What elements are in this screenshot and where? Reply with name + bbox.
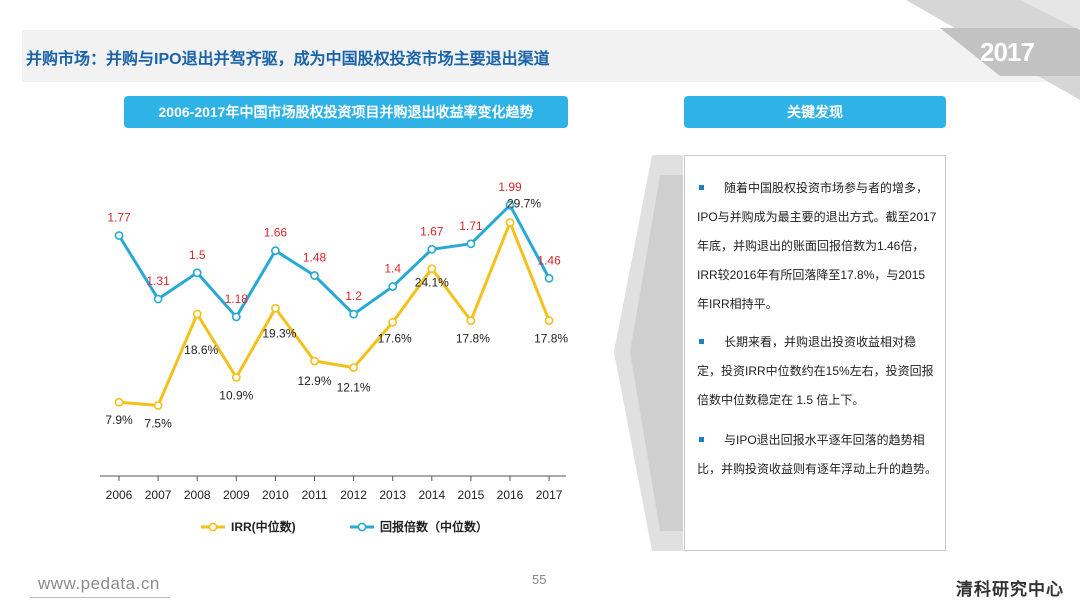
irr-data-point [427, 264, 437, 274]
line-chart: 2006 2007 2008 2009 2010 2011 2012 2013 2014 2015… [100, 180, 568, 534]
multiple-data-label: 1.18 [225, 292, 249, 306]
multiple-data-label: 1.2 [345, 289, 362, 303]
x-tick-label: 2015 [458, 488, 485, 502]
irr-data-point [388, 317, 398, 327]
irr-data-label: 12.1% [337, 381, 371, 395]
title-bar [0, 30, 1080, 82]
multiple-data-label: 1.31 [146, 274, 170, 288]
page-title: 并购市场：并购与IPO退出并驾齐驱，成为中国股权投资市场主要退出渠道 [26, 51, 550, 68]
x-tick-label: 2016 [497, 488, 524, 502]
irr-data-label: 29.7% [507, 197, 541, 211]
irr-data-label: 17.8% [534, 332, 568, 346]
irr-series-line [118, 221, 551, 407]
irr-data-point [270, 303, 280, 313]
multiple-data-label: 1.67 [420, 224, 444, 238]
x-tick-label: 2008 [184, 488, 211, 502]
irr-data-label: 7.9% [105, 413, 133, 427]
irr-data-point [505, 218, 515, 227]
x-tick-label: 2017 [536, 488, 563, 502]
multiple-data-point [427, 244, 437, 254]
finding-item: 与IPO退出回报水平逐年回落的趋势相比，并购投资收益则有逐年浮动上升的趋势。 [697, 433, 938, 476]
x-tick-label: 2014 [418, 488, 445, 502]
multiple-data-point [466, 239, 476, 249]
square-bullet-icon [699, 339, 704, 345]
multiple-data-point [544, 273, 554, 283]
irr-data-label: 18.6% [184, 343, 218, 357]
x-tick-label: 2013 [379, 488, 406, 502]
multiple-data-point [388, 282, 398, 291]
multiple-data-point [310, 271, 319, 280]
irr-data-point [231, 373, 241, 382]
irr-data-point [466, 316, 476, 326]
x-tick-label: 2010 [262, 488, 289, 502]
square-bullet-icon [699, 185, 704, 191]
footer-divider [30, 597, 170, 598]
irr-data-point [153, 401, 163, 410]
multiple-data-point [349, 309, 358, 319]
multiple-data-label: 1.71 [459, 219, 483, 233]
findings-panel: 随着中国股权投资市场参与者的增多，IPO与并购成为最主要的退出方式。截至2017… [684, 155, 946, 551]
multiple-series-line [117, 203, 551, 319]
irr-data-label: 12.9% [297, 374, 331, 388]
irr-data-point [310, 356, 319, 366]
multiple-data-point [114, 231, 124, 240]
wedge-decoration [614, 155, 683, 551]
multiple-data-label: 1.46 [537, 253, 561, 267]
finding-item: 长期来看，并购退出投资收益相对稳定，投资IRR中位数约在15%左右，投资回报倍数… [697, 335, 934, 407]
multiple-data-point [192, 268, 202, 278]
corner-decoration [906, 0, 1080, 100]
x-tick-label: 2011 [302, 488, 328, 502]
irr-data-point [544, 316, 554, 326]
multiple-data-label: 1.4 [384, 262, 401, 276]
x-tick-label: 2009 [223, 488, 250, 502]
irr-data-label: 24.1% [415, 276, 449, 290]
square-bullet-icon [699, 437, 704, 443]
findings-title: 关键发现 [684, 96, 946, 128]
legend-irr-marker [208, 522, 218, 532]
irr-data-point [349, 363, 358, 372]
footer-url: www.pedata.cn [38, 574, 160, 593]
multiple-data-label: 1.77 [107, 211, 131, 225]
x-tick-label: 2006 [106, 488, 133, 502]
x-tick-label: 2012 [340, 488, 367, 502]
legend-irr-label: IRR(中位数) [231, 519, 296, 534]
irr-data-label: 10.9% [219, 388, 253, 402]
chart-title: 2006-2017年中国市场股权投资项目并购退出收益率变化趋势 [124, 96, 568, 128]
multiple-data-point [153, 294, 163, 304]
multiple-data-label: 1.99 [498, 180, 522, 194]
multiple-data-point [270, 246, 280, 256]
legend-multiple-label: 回报倍数（中位数） [380, 519, 488, 534]
irr-data-point [192, 309, 202, 319]
year-badge: 2017 [980, 37, 1035, 67]
irr-data-label: 19.3% [262, 326, 296, 340]
legend-multiple-marker [357, 522, 367, 532]
irr-data-label: 17.8% [456, 332, 490, 346]
multiple-data-label: 1.66 [264, 226, 288, 240]
multiple-data-label: 1.48 [303, 251, 327, 265]
multiple-data-point [231, 312, 241, 322]
brand-logo: 清科研究中心 [956, 580, 1064, 599]
irr-data-label: 17.6% [378, 331, 412, 345]
multiple-data-label: 1.5 [189, 248, 206, 262]
page-number: 55 [532, 572, 547, 587]
finding-item: 随着中国股权投资市场参与者的增多，IPO与并购成为最主要的退出方式。截至2017… [697, 181, 937, 311]
irr-data-label: 7.5% [144, 417, 172, 431]
x-tick-label: 2007 [145, 488, 172, 502]
irr-data-point [114, 397, 124, 407]
multiple-data-point [505, 200, 515, 210]
